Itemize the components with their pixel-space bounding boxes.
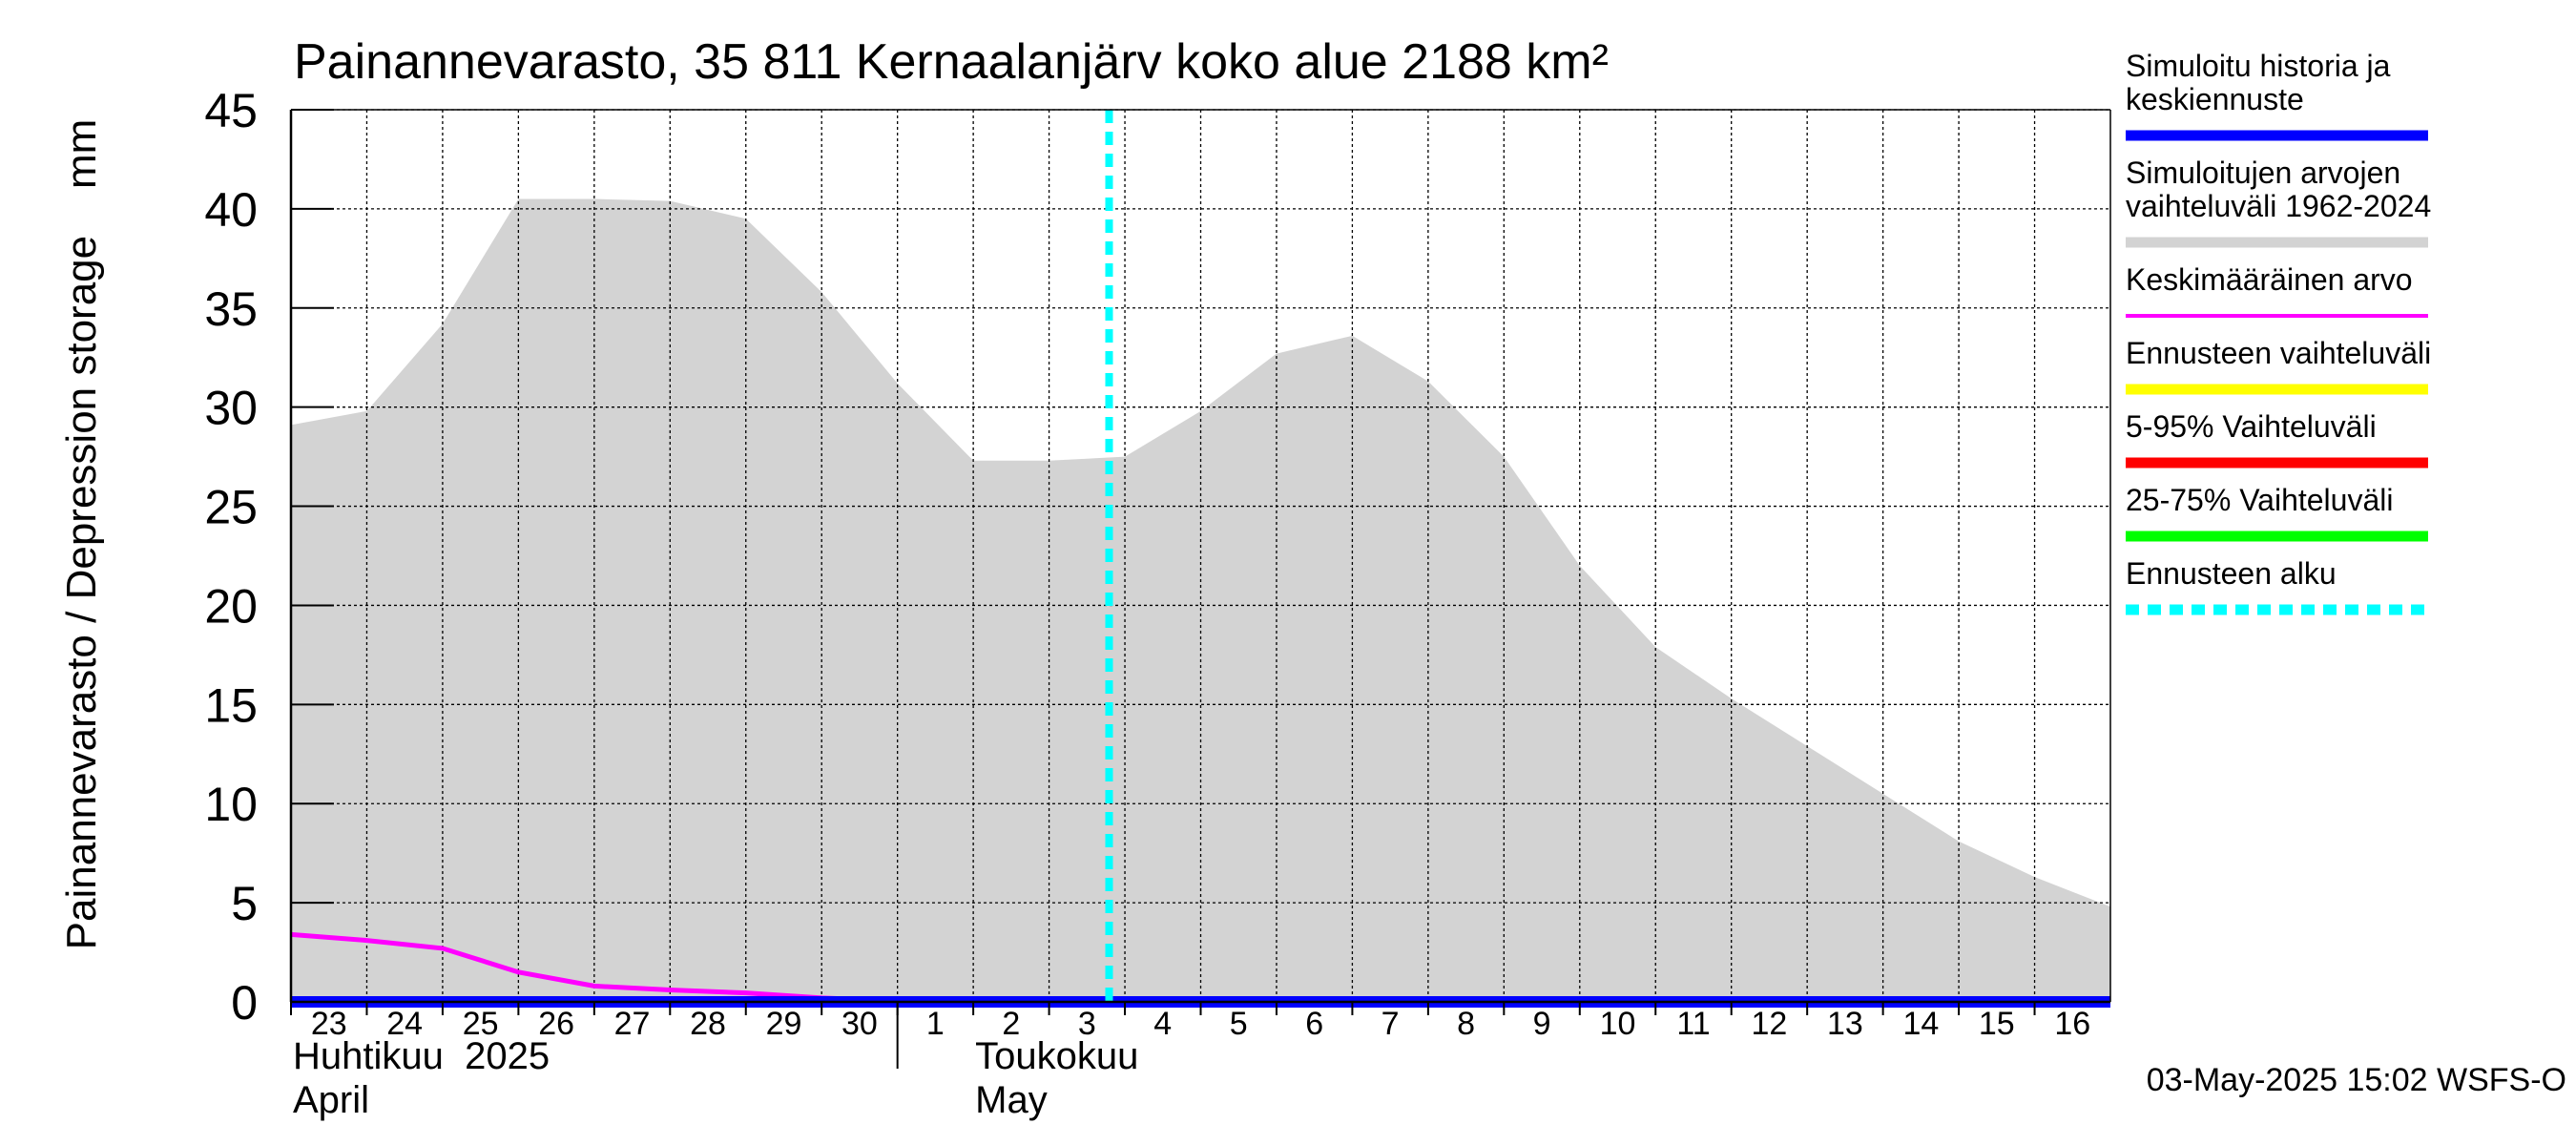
month-label-en: May — [975, 1079, 1048, 1121]
x-tick-label: 8 — [1457, 1006, 1475, 1042]
x-tick-label: 2 — [1002, 1006, 1020, 1042]
y-tick-label: 10 — [204, 778, 258, 831]
legend-label: Ennusteen vaihteluväli — [2126, 336, 2431, 370]
y-tick-label: 15 — [204, 678, 258, 732]
y-tick-labels: 0 5 10 15 20 25 30 35 40 45 — [204, 84, 258, 1030]
x-tick-label: 14 — [1902, 1006, 1939, 1042]
x-tick-label: 27 — [614, 1006, 651, 1042]
x-tick-label: 1 — [926, 1006, 945, 1042]
footer-timestamp: 03-May-2025 15:02 WSFS-O — [2147, 1062, 2566, 1098]
x-tick-label: 11 — [1676, 1006, 1710, 1042]
x-tick-label: 3 — [1078, 1006, 1096, 1042]
legend-label: Simuloitu historia ja — [2126, 49, 2391, 83]
x-tick-label: 15 — [1979, 1006, 2015, 1042]
x-tick-label: 10 — [1600, 1006, 1636, 1042]
y-tick-label: 0 — [231, 976, 258, 1030]
x-tick-label: 9 — [1533, 1006, 1551, 1042]
x-tick-label: 26 — [538, 1006, 574, 1042]
x-tick-label: 16 — [2054, 1006, 2090, 1042]
legend-label: keskiennuste — [2126, 82, 2304, 116]
y-tick-label: 30 — [204, 382, 258, 435]
y-axis-label: Painannevarasto / Depression storage mm — [58, 119, 105, 950]
y-tick-label: 40 — [204, 183, 258, 237]
legend-label: vaihteluväli 1962-2024 — [2126, 189, 2431, 223]
y-tick-label: 35 — [204, 282, 258, 336]
legend-label: Ennusteen alku — [2126, 556, 2337, 591]
x-tick-label: 25 — [463, 1006, 499, 1042]
x-tick-label: 5 — [1230, 1006, 1248, 1042]
month-label: Huhtikuu 2025 — [293, 1035, 550, 1077]
y-tick-label: 25 — [204, 481, 258, 534]
y-tick-label: 45 — [204, 84, 258, 137]
x-tick-label: 6 — [1305, 1006, 1323, 1042]
x-tick-label: 23 — [311, 1006, 347, 1042]
legend-label: 25-75% Vaihteluväli — [2126, 483, 2393, 517]
y-tick-label: 5 — [231, 877, 258, 930]
x-tick-label: 28 — [690, 1006, 726, 1042]
chart-title: Painannevarasto, 35 811 Kernaalanjärv ko… — [294, 34, 1609, 90]
x-tick-label: 12 — [1752, 1006, 1788, 1042]
x-tick-label: 13 — [1827, 1006, 1863, 1042]
range-band-layer — [291, 198, 2110, 1002]
x-tick-label: 4 — [1153, 1006, 1172, 1042]
legend-label: Keskimääräinen arvo — [2126, 262, 2413, 297]
x-tick-label: 29 — [766, 1006, 802, 1042]
month-label: Toukokuu — [975, 1035, 1138, 1077]
axis-layer — [289, 109, 2111, 1069]
legend-label: 5-95% Vaihteluväli — [2126, 409, 2377, 444]
x-tick-label: 30 — [841, 1006, 878, 1042]
month-label-en: April — [293, 1079, 369, 1121]
x-tick-label: 7 — [1381, 1006, 1400, 1042]
x-tick-labels: 23 24 25 26 27 28 29 30 1 2 3 4 5 6 7 8 9 10 11 12 13 14 15 16H… — [293, 1006, 2090, 1121]
x-tick-label: 24 — [386, 1006, 423, 1042]
legend-label: Simuloitujen arvojen — [2126, 156, 2400, 190]
range-band-area — [291, 198, 2110, 1002]
y-tick-label: 20 — [204, 579, 258, 633]
